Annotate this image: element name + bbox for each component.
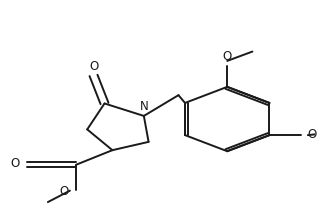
Text: O: O bbox=[223, 50, 232, 63]
Text: O: O bbox=[307, 127, 317, 141]
Text: N: N bbox=[140, 100, 148, 113]
Text: O: O bbox=[89, 60, 98, 73]
Text: O: O bbox=[59, 185, 68, 198]
Text: O: O bbox=[11, 157, 20, 170]
